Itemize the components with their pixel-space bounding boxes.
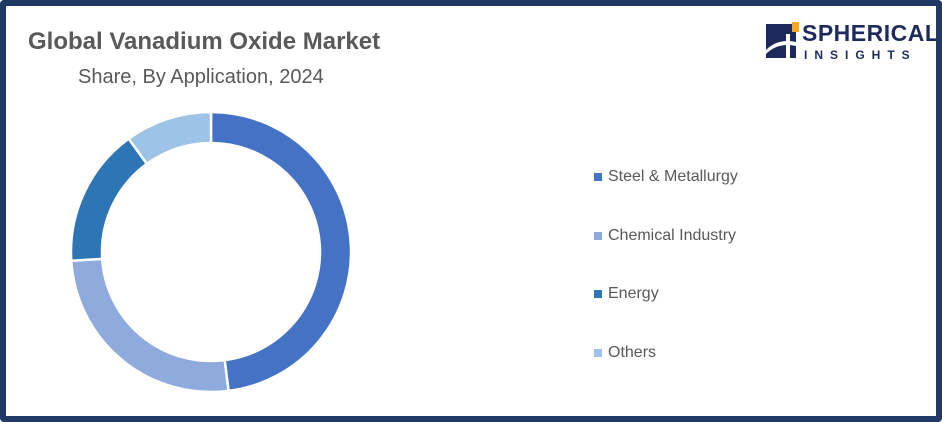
logo-subtext: INSIGHTS	[804, 48, 917, 62]
legend-item: Chemical Industry	[594, 207, 738, 266]
legend-label: Others	[608, 343, 657, 361]
legend-swatch	[594, 348, 602, 357]
legend-swatch	[594, 173, 602, 182]
legend-item: Steel & Metallurgy	[594, 148, 738, 207]
donut-slice-steel-metallurgy	[209, 110, 353, 393]
logo-text: SPHERICAL	[802, 20, 940, 46]
legend-swatch	[594, 231, 602, 240]
chart-subtitle: Share, By Application, 2024	[78, 66, 324, 88]
chart-title: Global Vanadium Oxide Market	[28, 28, 381, 55]
legend-swatch	[594, 290, 602, 299]
legend: Steel & Metallurgy Chemical Industry Energ…	[594, 148, 738, 382]
legend-item: Others	[594, 324, 738, 383]
legend-label: Steel & Metallurgy	[608, 168, 738, 186]
donut-slice-others	[126, 110, 213, 166]
donut-chart	[69, 110, 353, 394]
logo-mark-icon	[766, 22, 799, 58]
donut-slice-energy	[69, 136, 149, 263]
spherical-insights-logo: SPHERICAL INSIGHTS	[764, 18, 936, 66]
donut-slice-chemical-industry	[69, 257, 230, 394]
legend-item: Energy	[594, 265, 738, 324]
legend-label: Chemical Industry	[608, 226, 737, 244]
legend-label: Energy	[608, 285, 659, 303]
